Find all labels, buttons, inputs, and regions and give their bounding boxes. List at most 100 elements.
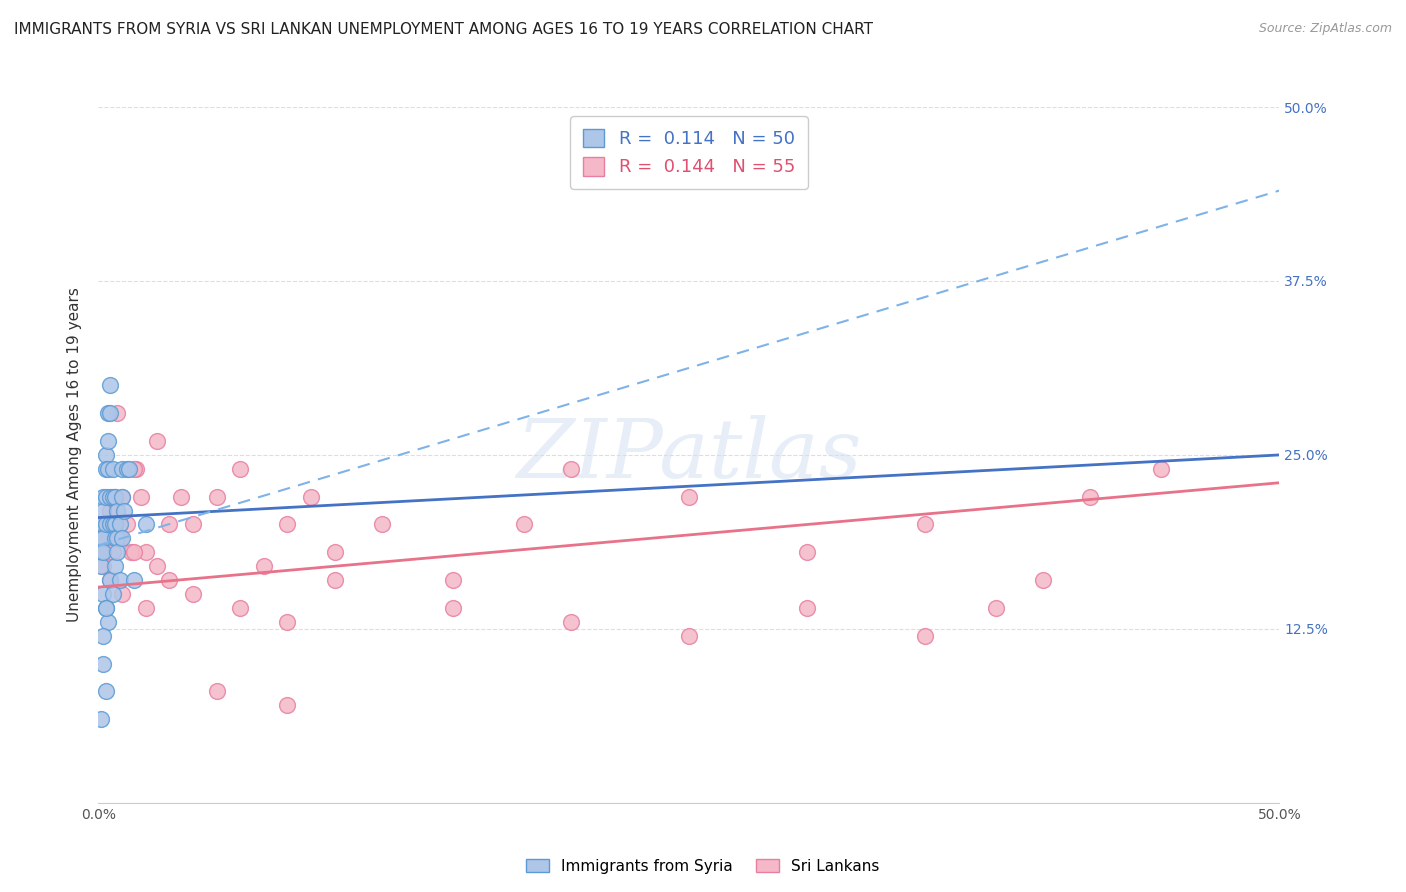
Point	[91, 503, 114, 517]
Point	[91, 532, 114, 546]
Point	[111, 462, 134, 476]
Point	[105, 503, 128, 517]
Point	[115, 517, 138, 532]
Point	[104, 490, 127, 504]
Text: Source: ZipAtlas.com: Source: ZipAtlas.com	[1258, 22, 1392, 36]
Point	[94, 601, 117, 615]
Point	[91, 545, 114, 559]
Point	[91, 587, 114, 601]
Point	[371, 517, 394, 532]
Point	[94, 517, 117, 532]
Point	[181, 587, 204, 601]
Point	[98, 573, 121, 587]
Point	[122, 545, 145, 559]
Point	[122, 462, 145, 476]
Point	[94, 532, 117, 546]
Point	[229, 601, 252, 615]
Point	[678, 490, 700, 504]
Point	[98, 378, 121, 392]
Point	[101, 462, 124, 476]
Point	[560, 615, 582, 629]
Point	[441, 573, 464, 587]
Point	[914, 629, 936, 643]
Point	[146, 434, 169, 448]
Point	[101, 490, 124, 504]
Point	[94, 462, 117, 476]
Point	[112, 503, 135, 517]
Point	[90, 545, 112, 559]
Point	[135, 601, 157, 615]
Point	[94, 448, 117, 462]
Point	[91, 490, 114, 504]
Point	[111, 490, 134, 504]
Text: ZIPatlas: ZIPatlas	[516, 415, 862, 495]
Point	[276, 517, 298, 532]
Point	[796, 601, 818, 615]
Point	[1080, 490, 1102, 504]
Point	[90, 545, 112, 559]
Point	[104, 490, 127, 504]
Point	[108, 532, 131, 546]
Point	[181, 517, 204, 532]
Point	[135, 517, 157, 532]
Point	[97, 615, 120, 629]
Point	[101, 587, 124, 601]
Point	[276, 615, 298, 629]
Point	[253, 559, 276, 574]
Point	[299, 490, 322, 504]
Point	[121, 545, 143, 559]
Point	[91, 559, 114, 574]
Point	[91, 629, 114, 643]
Point	[111, 490, 134, 504]
Point	[105, 406, 128, 420]
Point	[97, 434, 120, 448]
Legend: R =  0.114   N = 50, R =  0.144   N = 55: R = 0.114 N = 50, R = 0.144 N = 55	[569, 116, 808, 189]
Point	[91, 517, 114, 532]
Point	[125, 462, 148, 476]
Point	[146, 559, 169, 574]
Point	[323, 573, 346, 587]
Point	[796, 545, 818, 559]
Point	[90, 532, 112, 546]
Point	[135, 545, 157, 559]
Point	[90, 559, 112, 574]
Point	[98, 490, 121, 504]
Point	[97, 462, 120, 476]
Point	[205, 684, 228, 698]
Point	[1150, 462, 1173, 476]
Point	[98, 517, 121, 532]
Point	[94, 684, 117, 698]
Point	[111, 587, 134, 601]
Point	[323, 545, 346, 559]
Point	[157, 517, 180, 532]
Point	[104, 532, 127, 546]
Point	[94, 601, 117, 615]
Point	[157, 573, 180, 587]
Point	[105, 532, 128, 546]
Point	[984, 601, 1007, 615]
Y-axis label: Unemployment Among Ages 16 to 19 years: Unemployment Among Ages 16 to 19 years	[67, 287, 83, 623]
Point	[1032, 573, 1054, 587]
Point	[98, 573, 121, 587]
Point	[98, 406, 121, 420]
Point	[122, 573, 145, 587]
Point	[441, 601, 464, 615]
Point	[97, 517, 120, 532]
Point	[129, 490, 152, 504]
Point	[914, 517, 936, 532]
Point	[108, 573, 131, 587]
Point	[90, 712, 112, 726]
Point	[97, 406, 120, 420]
Point	[101, 517, 124, 532]
Point	[104, 517, 127, 532]
Point	[560, 462, 582, 476]
Legend: Immigrants from Syria, Sri Lankans: Immigrants from Syria, Sri Lankans	[520, 853, 886, 880]
Point	[678, 629, 700, 643]
Point	[170, 490, 193, 504]
Point	[229, 462, 252, 476]
Point	[111, 532, 134, 546]
Point	[118, 462, 141, 476]
Point	[205, 490, 228, 504]
Text: IMMIGRANTS FROM SYRIA VS SRI LANKAN UNEMPLOYMENT AMONG AGES 16 TO 19 YEARS CORRE: IMMIGRANTS FROM SYRIA VS SRI LANKAN UNEM…	[14, 22, 873, 37]
Point	[115, 462, 138, 476]
